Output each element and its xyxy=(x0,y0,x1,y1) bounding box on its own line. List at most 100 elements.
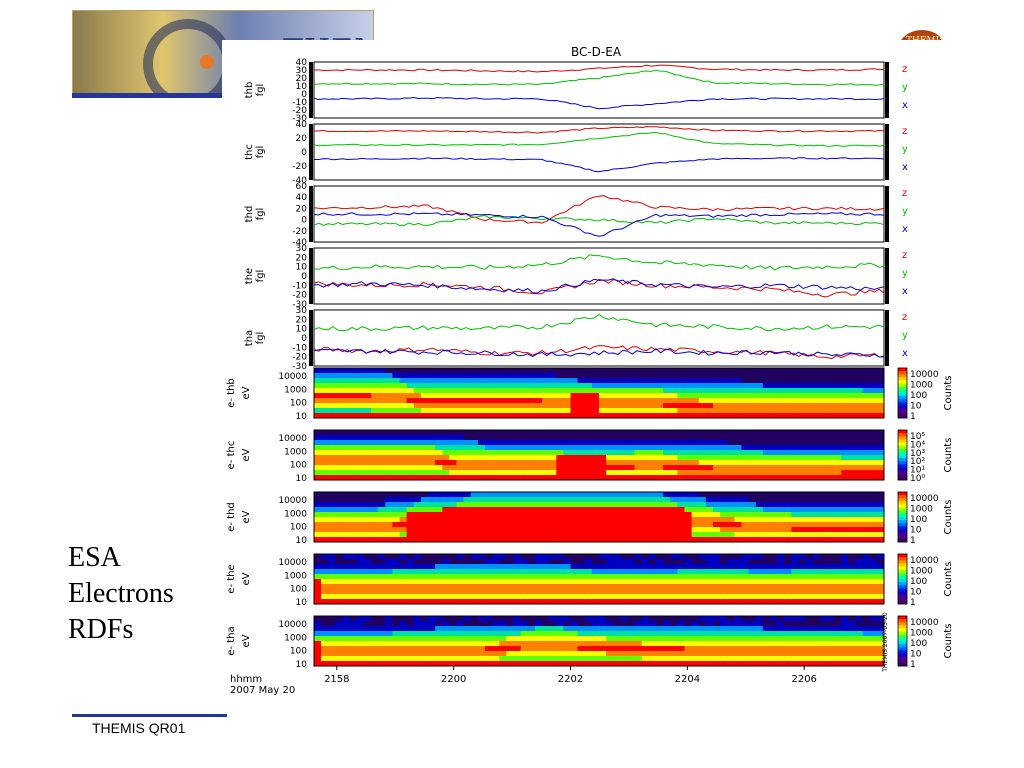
esa-spectrogram-cell xyxy=(770,532,778,538)
esa-spectrogram-cell xyxy=(741,631,749,637)
esa-spectrogram-cell xyxy=(691,430,700,436)
esa-spectrogram-cell xyxy=(492,599,500,605)
fgm-ytick-label: 20 xyxy=(296,134,308,144)
esa-spectrogram-cell xyxy=(691,373,700,379)
esa-spectrogram-cell xyxy=(777,559,785,565)
esa-spectrogram-cell xyxy=(691,559,700,565)
esa-spectrogram-cell xyxy=(634,502,643,508)
esa-spectrogram-cell xyxy=(834,599,842,605)
esa-spectrogram-cell xyxy=(413,368,422,374)
esa-spectrogram-cell xyxy=(869,574,878,580)
esa-spectrogram-cell xyxy=(770,440,778,446)
esa-spectrogram-cell xyxy=(456,470,464,476)
esa-spectrogram-cell xyxy=(520,559,529,565)
esa-spectrogram-cell xyxy=(755,646,764,652)
esa-spectrogram-cell xyxy=(563,584,571,590)
esa-spectrogram-cell xyxy=(798,527,806,533)
esa-spectrogram-cell xyxy=(784,435,792,441)
esa-spectrogram-cell xyxy=(549,507,557,513)
esa-spectrogram-cell xyxy=(841,626,849,632)
esa-spectrogram-cell xyxy=(442,507,450,513)
esa-spectrogram-cell xyxy=(328,368,336,374)
esa-spectrogram-cell xyxy=(834,430,842,436)
esa-spectrogram-cell xyxy=(378,631,386,637)
fgm-panel-label: fgl xyxy=(255,84,266,97)
esa-spectrogram-cell xyxy=(420,393,429,399)
esa-spectrogram-cell xyxy=(606,661,614,667)
esa-spectrogram-cell xyxy=(549,599,557,605)
esa-spectrogram-cell xyxy=(363,579,372,585)
esa-spectrogram-cell xyxy=(577,393,586,399)
fgm-ytick-label: 20 xyxy=(296,253,308,263)
esa-spectrogram-cell xyxy=(634,589,643,595)
esa-spectrogram-cell xyxy=(606,465,614,471)
esa-spectrogram-cell xyxy=(542,651,550,657)
esa-spectrogram-cell xyxy=(777,408,785,414)
esa-spectrogram-cell xyxy=(634,651,643,657)
esa-spectrogram-cell xyxy=(449,460,457,466)
esa-spectrogram-cell xyxy=(819,373,828,379)
esa-spectrogram-cell xyxy=(363,460,372,466)
esa-spectrogram-cell xyxy=(485,373,493,379)
esa-spectrogram-cell xyxy=(634,656,643,662)
esa-spectrogram-cell xyxy=(620,507,628,513)
fgm-ytick-label: 0 xyxy=(301,334,307,344)
esa-spectrogram-cell xyxy=(577,656,586,662)
esa-spectrogram-cell xyxy=(613,512,621,518)
esa-spectrogram-cell xyxy=(399,527,407,533)
esa-colorbar-segment xyxy=(898,647,907,651)
esa-spectrogram-cell xyxy=(314,594,322,600)
esa-spectrogram-cell xyxy=(563,621,571,627)
esa-spectrogram-cell xyxy=(641,554,650,560)
esa-spectrogram-cell xyxy=(342,661,350,667)
esa-spectrogram-cell xyxy=(812,445,821,451)
esa-spectrogram-cell xyxy=(378,522,386,528)
esa-spectrogram-cell xyxy=(876,641,885,647)
esa-spectrogram-cell xyxy=(513,594,521,600)
esa-spectrogram-cell xyxy=(556,455,564,461)
esa-spectrogram-cell xyxy=(791,507,799,513)
esa-spectrogram-cell xyxy=(727,532,735,538)
esa-spectrogram-cell xyxy=(534,378,543,384)
esa-colorbar-segment xyxy=(898,408,907,413)
esa-spectrogram-cell xyxy=(741,450,749,456)
esa-spectrogram-cell xyxy=(834,512,842,518)
esa-spectrogram-cell xyxy=(727,584,735,590)
esa-spectrogram-cell xyxy=(805,646,814,652)
esa-spectrogram-cell xyxy=(492,537,500,543)
esa-spectrogram-cell xyxy=(520,661,529,667)
esa-spectrogram-cell xyxy=(684,527,692,533)
esa-spectrogram-cell xyxy=(762,445,771,451)
esa-spectrogram-cell xyxy=(506,532,514,538)
esa-spectrogram-cell xyxy=(328,378,336,384)
esa-spectrogram-cell xyxy=(356,502,365,508)
esa-spectrogram-cell xyxy=(677,579,685,585)
esa-colorbar-label: Counts xyxy=(943,500,954,535)
esa-spectrogram-cell xyxy=(734,574,742,580)
esa-spectrogram-cell xyxy=(862,460,871,466)
esa-spectrogram-cell xyxy=(392,626,400,632)
esa-spectrogram-cell xyxy=(827,403,835,409)
esa-spectrogram-cell xyxy=(663,492,671,498)
esa-spectrogram-cell xyxy=(342,450,350,456)
esa-spectrogram-cell xyxy=(819,579,828,585)
esa-spectrogram-cell xyxy=(876,475,885,481)
esa-spectrogram-cell xyxy=(378,569,386,575)
esa-spectrogram-cell xyxy=(620,522,628,528)
esa-colorbar-tick: 1 xyxy=(910,412,916,422)
esa-spectrogram-cell xyxy=(470,497,479,503)
esa-spectrogram-cell xyxy=(442,599,450,605)
esa-spectrogram-cell xyxy=(584,373,593,379)
esa-spectrogram-cell xyxy=(791,564,799,570)
esa-spectrogram-cell xyxy=(720,398,728,404)
fgm-ytick-label: -10 xyxy=(292,343,307,353)
esa-spectrogram-cell xyxy=(634,517,643,523)
esa-spectrogram-cell xyxy=(413,383,422,389)
esa-spectrogram-cell xyxy=(456,413,464,419)
esa-spectrogram-cell xyxy=(335,388,343,394)
esa-spectrogram-cell xyxy=(584,502,593,508)
esa-spectrogram-cell xyxy=(513,497,521,503)
esa-spectrogram-cell xyxy=(648,398,657,404)
esa-spectrogram-cell xyxy=(713,398,721,404)
esa-spectrogram-cell xyxy=(321,646,329,652)
